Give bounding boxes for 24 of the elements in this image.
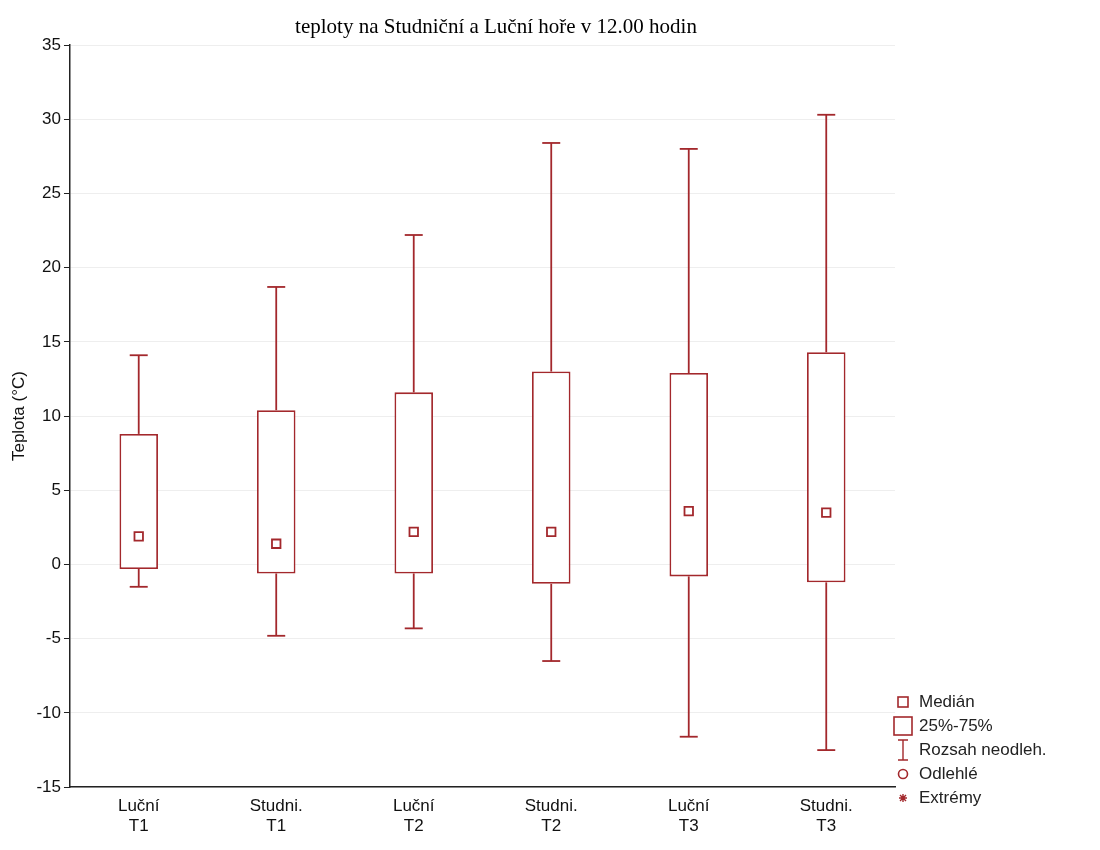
text: Medián: [919, 692, 975, 712]
y-tick-label: 10: [42, 405, 61, 425]
x-tick-label: Studni. T2: [524, 796, 578, 836]
y-tick-label: 0: [51, 554, 61, 574]
x-tick-label: Luční T3: [667, 796, 710, 836]
chart-title: teploty na Studniční a Luční hoře v 12.00 hodin: [294, 14, 698, 39]
y-tick-label: 15: [42, 331, 61, 351]
y-tick-label: -10: [36, 702, 61, 722]
y-tick-label: 30: [42, 108, 61, 128]
y-tick-label: 20: [42, 257, 61, 277]
text: Odlehlé: [919, 764, 978, 784]
text: Rozsah neodleh.: [919, 740, 1047, 760]
y-tick-label: -5: [45, 628, 61, 648]
y-axis-title: Teplota (°C): [8, 371, 28, 462]
text: Extrémy: [919, 788, 982, 808]
x-tick-label: Studni. T1: [249, 796, 303, 836]
y-tick-label: 25: [42, 183, 61, 203]
x-tick-label: Studni. T3: [799, 796, 853, 836]
x-tick-label: Luční T1: [117, 796, 160, 836]
text: 25%-75%: [919, 716, 993, 736]
y-tick-label: 35: [42, 34, 61, 54]
y-tick-label: -15: [36, 776, 61, 796]
y-tick-label: 5: [51, 480, 61, 500]
x-tick-label: Luční T2: [392, 796, 435, 836]
